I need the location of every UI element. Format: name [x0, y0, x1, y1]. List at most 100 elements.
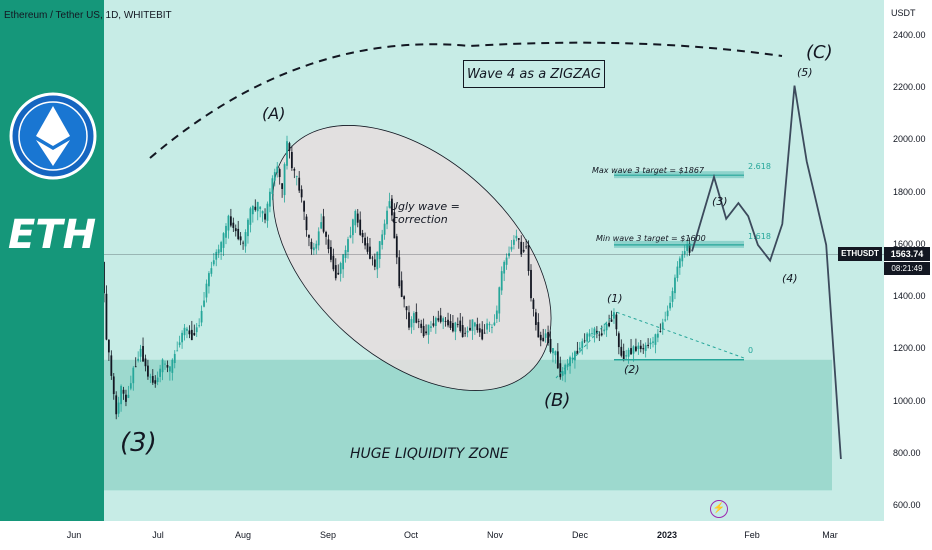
candle-body [444, 321, 447, 322]
candle-body [486, 323, 488, 330]
candle-body [564, 364, 567, 375]
candle-body [208, 273, 210, 287]
candle-body [422, 325, 425, 337]
candle-body [578, 347, 581, 350]
candle-body [644, 345, 647, 351]
candle-body [378, 241, 381, 260]
candle-body [552, 348, 554, 354]
candle-body [430, 326, 432, 328]
candle-body [637, 345, 640, 350]
candle-body [556, 351, 559, 369]
candle-body [173, 353, 176, 364]
candle-body [344, 250, 347, 259]
candle-body [566, 364, 569, 367]
candle-body [129, 383, 132, 389]
candle-body [354, 210, 357, 226]
candle-body [286, 141, 288, 166]
candle-body [122, 389, 125, 394]
candle-body [508, 253, 510, 257]
candle-body [513, 239, 515, 245]
candle-body [225, 225, 227, 238]
candle-body [237, 228, 240, 240]
candle-body [669, 302, 671, 309]
candle-body [125, 394, 127, 402]
lightning-icon[interactable]: ⚡ [710, 500, 728, 518]
candle-body [615, 314, 618, 330]
fib-0-label: 0 [748, 346, 754, 355]
candle-body [498, 287, 501, 314]
price-tick-label: 1600.00 [893, 238, 926, 249]
candle-body [432, 323, 435, 326]
time-tick-label: Oct [403, 530, 419, 540]
candle-body [242, 242, 244, 244]
candle-body [371, 257, 374, 259]
candle-body [305, 216, 308, 231]
candle-body [391, 198, 393, 216]
candle-body [349, 235, 352, 238]
correction-note-line2: correction [392, 213, 448, 226]
candle-body [530, 269, 532, 299]
fib-1618-label: 1.618 [748, 232, 771, 241]
candle-body [149, 376, 152, 378]
candle-body [408, 312, 410, 328]
candle-body [281, 183, 284, 189]
projected-wave-path [691, 85, 842, 460]
candle-body [412, 313, 415, 323]
candle-body [630, 348, 632, 355]
candle-body [215, 251, 218, 260]
candle-body [593, 328, 596, 335]
candle-body [190, 329, 193, 341]
candle-body [171, 359, 174, 373]
candle-body [183, 327, 186, 336]
wave-3-label: (3) [712, 195, 728, 208]
candle-body [491, 327, 493, 328]
candle-body [603, 329, 606, 332]
candle-body [622, 350, 625, 360]
candle-body [273, 172, 276, 181]
candle-body [212, 260, 215, 265]
candle-body [137, 358, 140, 361]
candle-body [654, 334, 657, 345]
candle-body [193, 332, 196, 336]
candle-body [373, 259, 376, 267]
candle-body [310, 241, 313, 250]
candle-body [217, 249, 220, 254]
candle-body [276, 166, 279, 174]
candle-body [525, 246, 528, 248]
candle-body [361, 233, 364, 238]
candle-body [656, 333, 659, 338]
price-tick-label: 2000.00 [893, 134, 926, 145]
wave-5-label: (5) [797, 66, 813, 79]
candle-body [671, 291, 674, 302]
candle-body [312, 247, 315, 251]
candle-body [205, 283, 208, 298]
candle-body [327, 239, 330, 250]
candle-body [229, 216, 232, 226]
min-target-label: Min wave 3 target = $1600 [596, 234, 706, 243]
chart-header: Ethereum / Tether US, 1D, WHITEBIT [4, 10, 172, 21]
candle-body [522, 249, 525, 252]
candle-body [198, 325, 201, 327]
candle-body [259, 206, 262, 209]
candle-body [459, 320, 462, 332]
candle-body [495, 310, 498, 319]
time-tick-label: Feb [744, 530, 760, 540]
candle-body [264, 213, 266, 220]
candle-body [278, 169, 281, 178]
candle-body [510, 246, 513, 250]
candle-body [666, 310, 669, 317]
price-axis-unit: USDT [891, 8, 916, 18]
candle-body [398, 257, 401, 287]
liquidity-zone-label: HUGE LIQUIDITY ZONE [350, 446, 509, 462]
wave-a-label: (A) [262, 104, 286, 123]
price-tick-label: 600.00 [893, 500, 921, 510]
candle-body [295, 176, 298, 177]
candle-body [674, 277, 676, 294]
candle-body [427, 324, 430, 335]
candle-body [476, 324, 479, 331]
time-tick-label: Sep [319, 530, 337, 540]
time-tick-label: 2023 [656, 530, 678, 540]
candle-body [337, 272, 340, 275]
candle-body [156, 377, 159, 383]
